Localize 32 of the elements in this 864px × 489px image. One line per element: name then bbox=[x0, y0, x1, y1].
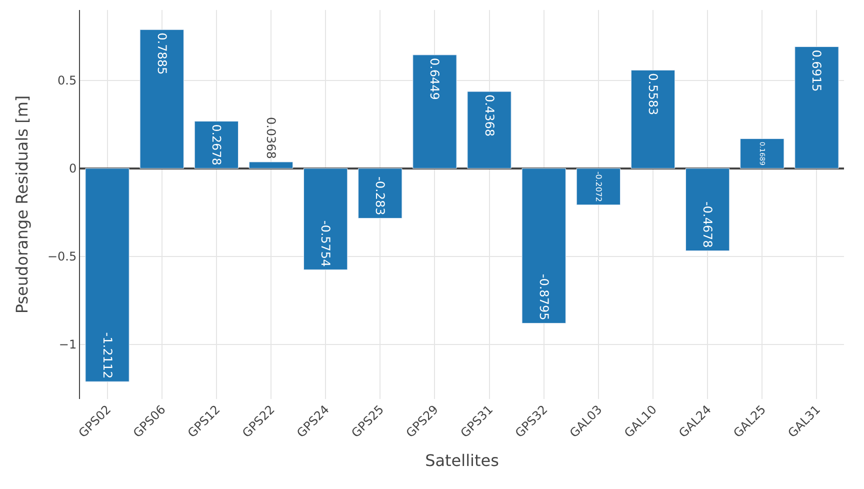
data-label: 0.2678 bbox=[210, 124, 224, 166]
data-label: 0.5583 bbox=[646, 73, 660, 116]
bar bbox=[630, 70, 676, 169]
bar bbox=[140, 29, 184, 169]
y-tick-label: 0 bbox=[68, 162, 77, 176]
bar bbox=[248, 162, 294, 169]
data-label: 0.6449 bbox=[428, 58, 442, 100]
bar bbox=[194, 121, 239, 169]
bar bbox=[522, 168, 566, 324]
y-tick-label: −0.5 bbox=[47, 250, 77, 264]
bar bbox=[467, 91, 512, 169]
bar bbox=[358, 168, 402, 218]
data-label: -0.5754 bbox=[318, 220, 333, 267]
y-axis-title: Pseudorange Residuals [m] bbox=[12, 95, 32, 314]
bar bbox=[576, 168, 621, 206]
bar bbox=[740, 138, 784, 169]
data-label: 0.4368 bbox=[482, 94, 496, 137]
data-label: 0.6915 bbox=[810, 50, 824, 92]
data-label: -1.2112 bbox=[100, 332, 114, 379]
bar bbox=[685, 168, 730, 252]
y-tick-label: −1 bbox=[58, 338, 77, 352]
data-label: 0.0368 bbox=[264, 116, 278, 159]
bar bbox=[794, 46, 839, 169]
bar bbox=[303, 168, 348, 270]
data-label: -0.8795 bbox=[536, 274, 551, 320]
bar bbox=[412, 54, 457, 169]
x-axis-title: Satellites bbox=[425, 450, 499, 470]
data-label: 0.7885 bbox=[154, 32, 169, 75]
data-label: -0.283 bbox=[373, 176, 388, 216]
data-label: -0.4678 bbox=[700, 201, 715, 248]
bar bbox=[85, 168, 130, 382]
y-tick-label: 0.5 bbox=[58, 74, 77, 88]
